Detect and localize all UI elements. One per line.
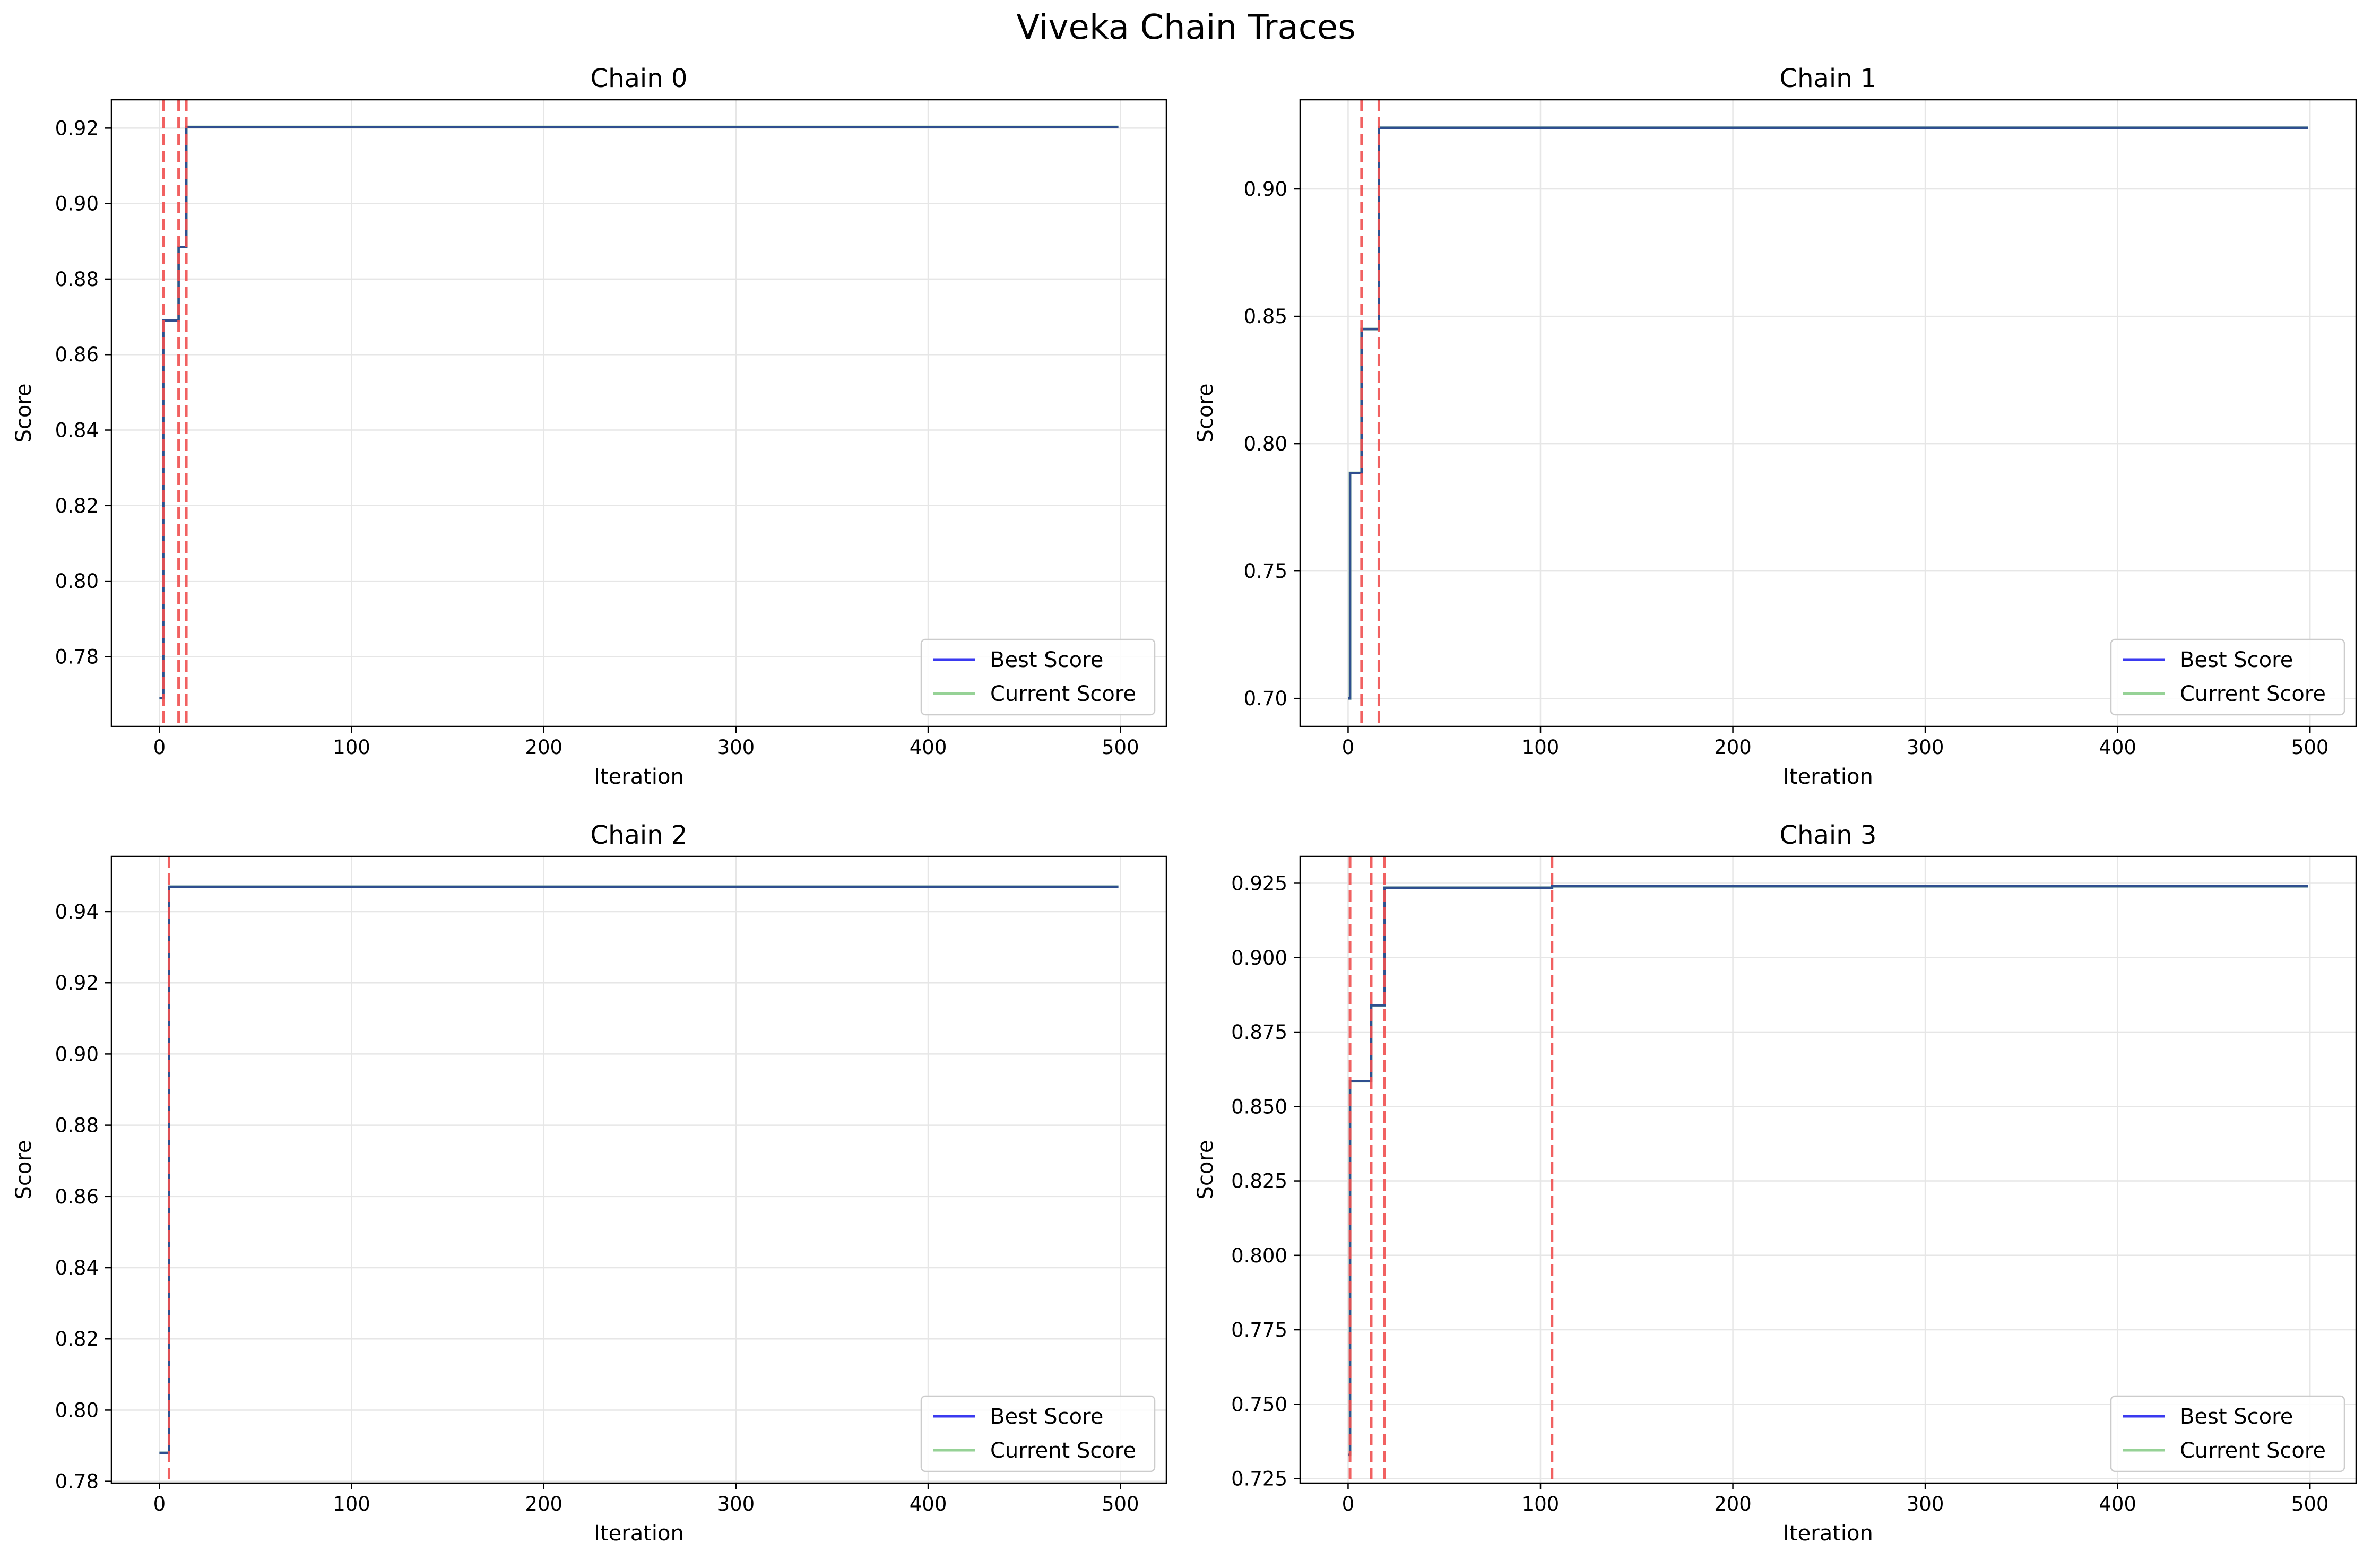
chart-panels: 0 100 200 300 400 500 0.78 0.80 0.82 0.84 0.86 0.88… (12, 64, 2357, 1546)
y-tick-label: 0.88 (55, 268, 99, 291)
plot-area (159, 856, 1119, 1483)
y-tick-label: 0.70 (1244, 687, 1287, 710)
legend-label: Best Score (2180, 648, 2293, 672)
chart-panel-3: 0 100 200 300 400 500 0.725 0.750 0.775 0.800 0.82… (1193, 820, 2357, 1546)
x-tick-label: 0 (153, 1493, 166, 1515)
x-tick-label: 500 (1102, 736, 1139, 759)
plot-area (159, 100, 1119, 726)
x-tick-label: 400 (910, 736, 947, 759)
y-tick-label: 0.800 (1231, 1244, 1287, 1267)
y-tick-label: 0.75 (1244, 560, 1287, 583)
y-tick-label: 0.94 (55, 900, 99, 923)
y-tick-label: 0.725 (1231, 1468, 1287, 1491)
x-tick-label: 0 (1342, 1493, 1355, 1515)
x-tick-label: 200 (525, 1493, 562, 1515)
x-tick-label: 200 (525, 736, 562, 759)
x-tick-label: 100 (333, 736, 370, 759)
y-tick-label: 0.86 (55, 1185, 99, 1208)
axes-frame (1299, 855, 2357, 1484)
panel-title: Chain 2 (591, 820, 688, 850)
legend-label: Current Score (990, 1439, 1136, 1463)
panel-title: Chain 0 (591, 64, 688, 93)
y-tick-label: 0.80 (55, 1399, 99, 1422)
legend-box (2110, 1395, 2345, 1472)
y-tick-label: 0.86 (55, 343, 99, 366)
y-axis-label: Score (1193, 383, 1218, 443)
y-tick-label: 0.82 (55, 495, 99, 517)
legend: Best Score Current Score (2110, 1395, 2345, 1472)
y-tick-label: 0.84 (55, 419, 99, 442)
y-tick-label: 0.82 (55, 1328, 99, 1350)
legend-box (2110, 638, 2345, 716)
y-tick-label: 0.900 (1231, 947, 1287, 969)
x-axis-label: Iteration (1783, 1521, 1873, 1546)
y-tick-label: 0.78 (55, 1470, 99, 1493)
legend-label: Current Score (2180, 682, 2326, 706)
y-tick-label: 0.92 (55, 972, 99, 994)
x-tick-label: 300 (717, 736, 755, 759)
y-tick-label: 0.88 (55, 1114, 99, 1137)
y-tick-label: 0.80 (55, 570, 99, 593)
x-axis-label: Iteration (594, 1521, 684, 1546)
x-tick-label: 0 (1342, 736, 1355, 759)
x-tick-label: 300 (717, 1493, 755, 1515)
legend: Best Score Current Score (2110, 638, 2345, 716)
y-tick-label: 0.80 (1244, 432, 1287, 455)
panel-title: Chain 3 (1780, 820, 1877, 850)
legend-label: Best Score (990, 648, 1103, 672)
axes-frame (110, 855, 1167, 1484)
x-tick-label: 300 (1907, 736, 1944, 759)
y-tick-label: 0.750 (1231, 1393, 1287, 1416)
x-tick-label: 500 (2291, 1493, 2329, 1515)
x-tick-label: 100 (333, 1493, 370, 1515)
legend: Best Score Current Score (920, 1395, 1156, 1472)
y-tick-label: 0.825 (1231, 1170, 1287, 1193)
x-tick-label: 500 (2291, 736, 2329, 759)
x-tick-label: 400 (2099, 1493, 2136, 1515)
y-tick-label: 0.90 (55, 193, 99, 215)
x-tick-label: 0 (153, 736, 166, 759)
plot-area (1348, 856, 2308, 1483)
x-tick-label: 400 (910, 1493, 947, 1515)
y-axis-label: Score (12, 383, 36, 443)
y-tick-label: 0.875 (1231, 1021, 1287, 1044)
x-tick-label: 300 (1907, 1493, 1944, 1515)
y-axis-label: Score (12, 1140, 36, 1199)
plot-area (1348, 100, 2308, 726)
panel-title: Chain 1 (1780, 64, 1877, 93)
x-tick-label: 100 (1522, 736, 1560, 759)
x-axis-label: Iteration (1783, 765, 1873, 789)
y-tick-label: 0.850 (1231, 1095, 1287, 1118)
y-tick-label: 0.78 (55, 645, 99, 668)
chart-panel-1: 0 100 200 300 400 500 0.70 0.75 0.80 0.85 0.90 Chai… (1193, 64, 2357, 789)
x-tick-label: 400 (2099, 736, 2136, 759)
legend-box (920, 1395, 1156, 1472)
y-tick-label: 0.84 (55, 1257, 99, 1279)
y-tick-label: 0.92 (55, 117, 99, 140)
legend: Best Score Current Score (920, 638, 1156, 716)
chart-panel-0: 0 100 200 300 400 500 0.78 0.80 0.82 0.84 0.86 0.88… (12, 64, 1167, 789)
y-tick-label: 0.85 (1244, 305, 1287, 328)
legend-label: Current Score (990, 682, 1136, 706)
legend-box (920, 638, 1156, 716)
chart-panel-2: 0 100 200 300 400 500 0.78 0.80 0.82 0.84 0.86 0.88… (12, 820, 1167, 1546)
x-tick-label: 200 (1714, 1493, 1752, 1515)
x-tick-label: 100 (1522, 1493, 1560, 1515)
y-tick-label: 0.90 (55, 1043, 99, 1065)
x-tick-label: 200 (1714, 736, 1752, 759)
x-axis-label: Iteration (594, 765, 684, 789)
legend-label: Current Score (2180, 1439, 2326, 1463)
legend-label: Best Score (990, 1405, 1103, 1429)
x-tick-label: 500 (1102, 1493, 1139, 1515)
legend-label: Best Score (2180, 1405, 2293, 1429)
figure-suptitle: Viveka Chain Traces (1016, 8, 1355, 47)
y-axis-label: Score (1193, 1140, 1218, 1199)
y-tick-label: 0.90 (1244, 178, 1287, 201)
y-tick-label: 0.925 (1231, 872, 1287, 895)
y-tick-label: 0.775 (1231, 1319, 1287, 1341)
axes-frame (1299, 99, 2357, 727)
axes-frame (110, 99, 1167, 727)
